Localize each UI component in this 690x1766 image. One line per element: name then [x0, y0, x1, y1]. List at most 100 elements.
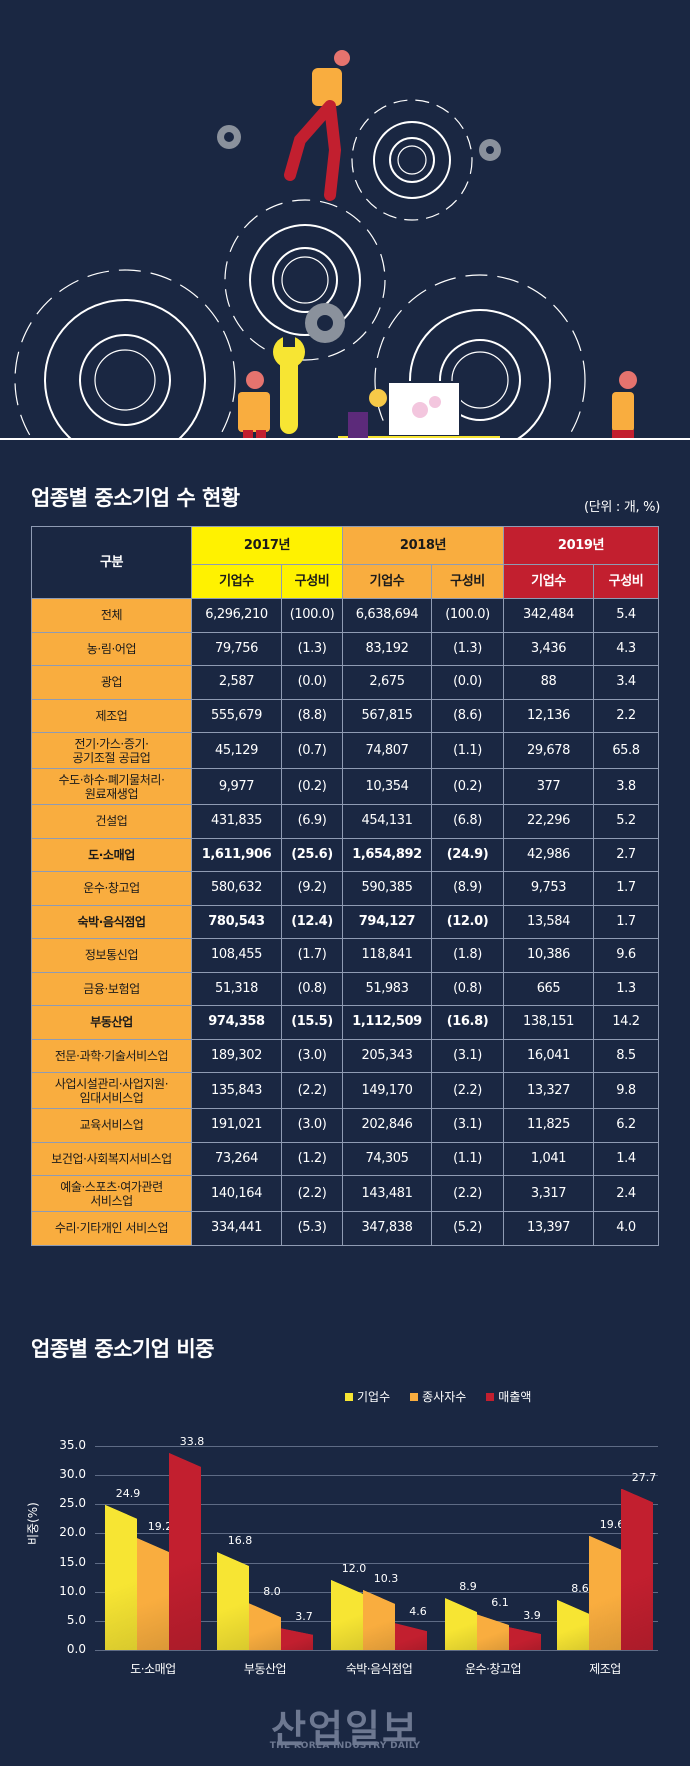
cell-ratio-2019: 5.2	[593, 804, 659, 839]
gear-icon	[351, 99, 473, 221]
cell-count-2017: 73,264	[191, 1141, 282, 1176]
watermark-subtitle: THE KOREA INDUSTRY DAILY	[269, 1741, 421, 1751]
cell-ratio-2018: (1.1)	[431, 1141, 504, 1176]
header-ratio-2017: 구성비	[281, 564, 343, 599]
bar-value-label: 3.9	[523, 1609, 541, 1623]
cell-ratio-2019: 9.8	[593, 1072, 659, 1109]
cell-ratio-2019: 2.2	[593, 698, 659, 733]
cell-count-2018: 74,305	[342, 1141, 432, 1176]
bar-value-label: 33.8	[179, 1434, 205, 1448]
person-climbing	[284, 50, 350, 201]
x-category-label: 운수·창고업	[464, 1662, 522, 1676]
cell-count-2019: 12,136	[503, 698, 594, 733]
cell-count-2017: 79,756	[191, 631, 282, 666]
cell-count-2019: 9,753	[503, 871, 594, 906]
cell-count-2019: 1,041	[503, 1141, 594, 1176]
bar-value-label: 16.8	[227, 1534, 253, 1548]
bar-value-label: 24.9	[115, 1486, 141, 1500]
header-gubun: 구분	[31, 526, 192, 599]
table-row: 도·소매업 1,611,906 (25.6) 1,654,892 (24.9) 42,98…	[31, 837, 659, 872]
table-row: 교육서비스업 191,021 (3.0) 202,846 (3.1) 11,825 6.2	[31, 1108, 659, 1143]
row-label: 농·림·어업	[31, 631, 192, 666]
y-tick-label: 20.0	[59, 1525, 86, 1540]
gridline	[95, 1504, 658, 1506]
bar	[105, 1504, 137, 1650]
cell-ratio-2018: (8.9)	[431, 871, 504, 906]
x-category-label: 숙박·음식점업	[345, 1662, 413, 1676]
bar	[395, 1623, 427, 1650]
header-count-2018: 기업수	[342, 564, 432, 599]
cell-count-2017: 135,843	[191, 1072, 282, 1109]
cell-ratio-2017: (0.2)	[281, 768, 343, 805]
bar-value-label: 6.1	[491, 1596, 509, 1610]
header-year-2017: 2017년	[191, 526, 343, 565]
bar	[477, 1614, 509, 1650]
legend-item-sales: 매출액	[486, 1388, 531, 1405]
table-row: 수리·기타개인 서비스업 334,441 (5.3) 347,838 (5.2) 13,3…	[31, 1211, 659, 1246]
row-label: 전문·과학·기술서비스업	[31, 1038, 192, 1073]
cell-ratio-2019: 3.8	[593, 768, 659, 805]
row-label: 사업시설관리·사업지원· 임대서비스업	[31, 1072, 192, 1109]
cell-count-2017: 9,977	[191, 768, 282, 805]
cell-count-2017: 191,021	[191, 1108, 282, 1143]
cell-ratio-2017: (2.2)	[281, 1072, 343, 1109]
cell-count-2018: 10,354	[342, 768, 432, 805]
cell-count-2017: 51,318	[191, 971, 282, 1006]
cell-count-2019: 377	[503, 768, 594, 805]
legend-label: 매출액	[498, 1390, 532, 1404]
cell-ratio-2019: 1.4	[593, 1141, 659, 1176]
bar	[509, 1627, 541, 1650]
legend-label: 기업수	[357, 1390, 391, 1404]
y-tick-label: 0.0	[66, 1642, 86, 1656]
cell-count-2019: 13,327	[503, 1072, 594, 1109]
cell-count-2018: 590,385	[342, 871, 432, 906]
bar	[281, 1628, 313, 1650]
cell-count-2019: 42,986	[503, 837, 594, 872]
person-at-desk	[348, 389, 387, 440]
cell-ratio-2017: (3.0)	[281, 1108, 343, 1143]
cell-ratio-2018: (2.2)	[431, 1175, 504, 1212]
person-with-wrench	[238, 371, 270, 438]
cell-ratio-2017: (1.3)	[281, 631, 343, 666]
chart-legend: 기업수 종사자수 매출액	[345, 1388, 531, 1405]
cell-count-2018: 149,170	[342, 1072, 432, 1109]
person-pushing-gear	[612, 371, 637, 440]
cell-ratio-2018: (3.1)	[431, 1038, 504, 1073]
cell-count-2017: 6,296,210	[191, 598, 282, 633]
cell-ratio-2017: (6.9)	[281, 804, 343, 839]
cell-count-2019: 10,386	[503, 938, 594, 973]
cell-count-2018: 74,807	[342, 732, 432, 769]
cell-count-2019: 88	[503, 665, 594, 700]
cell-count-2019: 13,584	[503, 904, 594, 939]
cell-ratio-2018: (0.8)	[431, 971, 504, 1006]
table-row: 농·림·어업 79,756 (1.3) 83,192 (1.3) 3,436 4.3	[31, 631, 659, 666]
bar-value-label: 27.7	[631, 1470, 657, 1484]
cell-count-2017: 555,679	[191, 698, 282, 733]
cell-ratio-2018: (1.3)	[431, 631, 504, 666]
cell-count-2018: 1,654,892	[342, 837, 432, 872]
row-label: 보건업·사회복지서비스업	[31, 1141, 192, 1176]
y-tick-label: 5.0	[66, 1612, 86, 1627]
cell-ratio-2017: (2.2)	[281, 1175, 343, 1212]
cell-ratio-2019: 2.4	[593, 1175, 659, 1212]
cell-count-2017: 974,358	[191, 1005, 282, 1040]
cell-count-2019: 3,436	[503, 631, 594, 666]
cell-count-2018: 51,983	[342, 971, 432, 1006]
bar	[589, 1535, 621, 1650]
table-row: 사업시설관리·사업지원· 임대서비스업 135,843 (2.2) 149,170 (2…	[31, 1072, 659, 1109]
bar-value-label: 3.7	[295, 1610, 313, 1624]
row-label: 제조업	[31, 698, 192, 733]
row-label: 숙박·음식점업	[31, 904, 192, 939]
cell-count-2017: 2,587	[191, 665, 282, 700]
legend-swatch	[345, 1392, 353, 1401]
header-count-2017: 기업수	[191, 564, 282, 599]
cell-ratio-2019: 4.3	[593, 631, 659, 666]
gear-icon	[224, 199, 386, 361]
table-row: 보건업·사회복지서비스업 73,264 (1.2) 74,305 (1.1) 1,041 1…	[31, 1141, 659, 1176]
cell-ratio-2018: (16.8)	[431, 1005, 504, 1040]
y-tick-label: 10.0	[59, 1583, 86, 1598]
table-row: 부동산업 974,358 (15.5) 1,112,509 (16.8) 138,151 1…	[31, 1005, 659, 1040]
cell-count-2017: 580,632	[191, 871, 282, 906]
table-row: 수도·하수·폐기물처리· 원료재생업 9,977 (0.2) 10,354 (0.2) 3…	[31, 768, 659, 805]
cell-ratio-2019: 1.3	[593, 971, 659, 1006]
